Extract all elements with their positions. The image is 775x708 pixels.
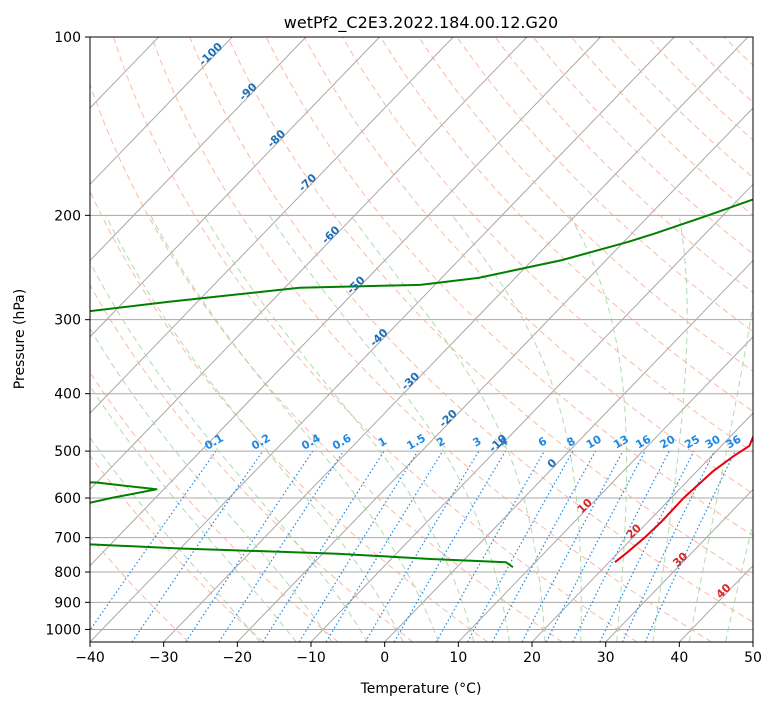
y-tick-label: 300	[54, 313, 81, 329]
moist-adiabat-line	[150, 215, 439, 642]
moist-adiabat-line	[451, 215, 582, 642]
mixing-ratio-line	[572, 450, 670, 642]
moist-adiabat-line	[105, 215, 404, 642]
x-tick-label: 20	[523, 650, 541, 666]
plot-frame	[89, 36, 754, 643]
x-tick-label: 0	[380, 650, 389, 666]
y-tick-label: 400	[54, 387, 81, 403]
dry-adiabat-line	[90, 82, 563, 642]
y-tick-label: 600	[54, 491, 81, 507]
isotherm-line	[163, 37, 749, 642]
isotherm-line	[384, 259, 753, 642]
dry-adiabat-line	[90, 284, 414, 642]
profile-lines	[90, 198, 753, 568]
y-axis: 100 200 300 400 500 600 700 800 900 1000	[45, 30, 90, 638]
isotherm-line	[236, 107, 753, 642]
mixing-ratio-line	[599, 450, 695, 642]
moist-adiabat-line	[652, 215, 688, 642]
moist-adiabat-line	[688, 301, 753, 642]
mixing-ratio-line	[131, 450, 264, 642]
moist-adiabat-line	[90, 385, 297, 642]
mixing-ratio-line	[491, 450, 597, 642]
dry-adiabat-line	[112, 37, 638, 642]
dry-adiabat-lines	[90, 37, 753, 642]
y-tick-label: 1000	[45, 622, 81, 638]
moist-adiabat-line	[90, 261, 369, 642]
mixing-ratio-line	[218, 450, 345, 642]
x-tick-label: −30	[149, 650, 179, 666]
moist-adiabat-lines	[90, 215, 753, 642]
x-tick-label: −10	[296, 650, 326, 666]
dry-adiabat-line	[90, 371, 339, 642]
isotherm-line	[457, 336, 753, 642]
x-tick-label: 30	[597, 650, 615, 666]
y-tick-label: 500	[54, 444, 81, 460]
mixing-ratio-line	[325, 450, 444, 642]
isotherm-line	[90, 37, 233, 186]
x-axis: −40 −30 −20 −10 0 10 20 30 40 50	[75, 642, 762, 666]
x-axis-label: Temperature (°C)	[360, 681, 482, 697]
temperature-line	[614, 434, 753, 563]
isotherm-line	[90, 37, 454, 414]
mixing-ratio-line	[262, 450, 385, 642]
x-tick-label: 10	[449, 650, 467, 666]
isotherm-line	[605, 488, 753, 642]
x-tick-label: 50	[744, 650, 762, 666]
isotherm-grid	[90, 37, 753, 642]
mixing-ratio-line	[435, 450, 545, 642]
dry-adiabat-line	[90, 454, 264, 642]
chart-title: wetPf2_C2E3.2022.184.00.12.G20	[284, 13, 558, 33]
isotherm-line	[531, 412, 753, 642]
moist-adiabat-line	[203, 215, 475, 642]
x-tick-label: −40	[75, 650, 105, 666]
dry-adiabat-line	[456, 37, 753, 333]
y-axis-label: Pressure (hPa)	[12, 289, 28, 389]
y-tick-label: 900	[54, 595, 81, 611]
moist-adiabat-line	[268, 215, 510, 642]
y-tick-label: 800	[54, 565, 81, 581]
isotherm-line	[90, 37, 307, 262]
y-tick-label: 200	[54, 208, 81, 224]
isotherm-line	[90, 37, 528, 491]
dry-adiabat-line	[189, 37, 753, 623]
dry-adiabat-line	[494, 37, 753, 294]
dry-adiabat-line	[90, 190, 488, 642]
moist-adiabat-line	[90, 327, 333, 642]
y-tick-label: 700	[54, 531, 81, 547]
isotherm-line	[90, 37, 601, 567]
moist-adiabat-line	[569, 215, 628, 642]
y-tick-label: 100	[54, 30, 81, 46]
x-tick-label: −20	[223, 650, 253, 666]
x-tick-label: 40	[670, 650, 688, 666]
mixing-ratio-line	[90, 450, 217, 632]
moist-adiabat-line	[350, 215, 546, 642]
isotherm-line	[90, 37, 380, 338]
mixing-ratio-line	[185, 450, 314, 642]
isotherm-line	[90, 37, 675, 642]
